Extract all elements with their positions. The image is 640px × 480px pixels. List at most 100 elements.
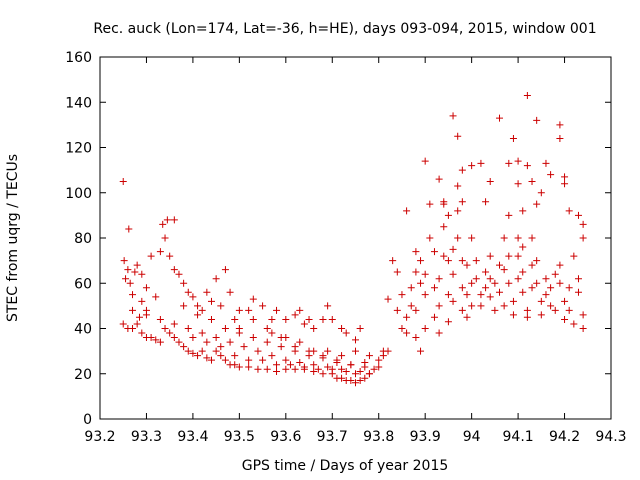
data-point <box>514 180 522 188</box>
data-point <box>189 334 197 342</box>
data-point <box>221 356 229 364</box>
data-point <box>249 315 257 323</box>
data-point <box>561 315 569 323</box>
data-point <box>166 329 174 337</box>
data-point <box>356 325 364 332</box>
data-point <box>533 200 541 208</box>
data-point <box>198 329 206 337</box>
data-point <box>551 306 559 314</box>
data-point <box>421 270 429 278</box>
data-point <box>180 343 188 351</box>
data-point <box>449 270 457 278</box>
data-point <box>352 370 359 378</box>
data-point <box>147 334 155 342</box>
data-point <box>159 220 167 228</box>
data-point <box>407 302 415 310</box>
data-point <box>166 252 174 260</box>
data-point <box>194 311 202 319</box>
data-point <box>226 288 234 296</box>
data-point <box>547 171 555 179</box>
data-point <box>579 325 587 332</box>
data-point <box>156 315 164 323</box>
data-point <box>147 252 155 260</box>
data-point <box>505 252 513 260</box>
data-point <box>296 358 304 366</box>
data-point <box>310 361 318 369</box>
data-point <box>300 363 308 371</box>
data-point <box>505 279 513 287</box>
data-point <box>403 329 411 337</box>
data-point <box>324 302 332 310</box>
data-point <box>523 313 531 321</box>
data-point <box>189 349 197 357</box>
data-point <box>458 257 466 265</box>
data-point <box>444 257 452 265</box>
data-point <box>217 343 225 351</box>
y-tick-label: 140 <box>65 95 92 111</box>
x-tick-label: 93.6 <box>270 429 301 445</box>
data-point <box>440 198 448 206</box>
data-point <box>126 279 134 287</box>
data-point <box>291 311 299 319</box>
data-point <box>184 325 192 332</box>
data-point <box>259 302 267 310</box>
data-point <box>282 315 290 323</box>
data-point <box>537 311 545 319</box>
data-point <box>533 279 541 287</box>
data-point <box>417 279 425 287</box>
data-point <box>133 261 141 269</box>
data-point <box>472 275 480 283</box>
data-point <box>430 248 438 256</box>
data-point <box>421 325 429 332</box>
data-point <box>268 352 276 360</box>
data-point <box>417 257 425 265</box>
x-tick-label: 93.9 <box>410 429 441 445</box>
data-point <box>156 338 164 346</box>
data-point <box>338 374 346 382</box>
x-tick-label: 94.3 <box>595 429 626 445</box>
data-point <box>468 234 476 242</box>
data-point <box>226 338 234 346</box>
data-point <box>486 177 494 185</box>
data-point <box>421 291 429 299</box>
data-point <box>170 266 178 274</box>
data-point <box>207 297 215 305</box>
data-point <box>454 182 462 190</box>
data-point <box>523 162 531 170</box>
data-point <box>212 275 220 283</box>
data-point <box>135 313 143 321</box>
data-point <box>426 200 434 208</box>
data-point <box>458 198 466 206</box>
data-point <box>398 291 406 299</box>
data-point <box>286 361 294 369</box>
data-point <box>129 291 137 299</box>
data-point <box>217 352 225 360</box>
data-point <box>444 318 452 326</box>
data-point <box>398 325 406 332</box>
data-point <box>291 343 299 351</box>
data-point <box>152 293 160 301</box>
data-point <box>221 325 229 332</box>
data-point <box>268 329 276 337</box>
data-point <box>194 302 202 310</box>
data-point <box>245 356 253 364</box>
data-point <box>417 347 425 355</box>
data-point <box>486 293 494 301</box>
data-point <box>533 116 541 124</box>
data-point <box>519 268 527 276</box>
data-point <box>324 347 332 355</box>
data-point <box>407 284 415 292</box>
data-point <box>458 284 466 292</box>
data-point <box>496 288 504 296</box>
data-point <box>523 306 531 314</box>
data-point <box>477 291 485 299</box>
data-point <box>403 313 411 321</box>
data-point <box>412 268 420 276</box>
data-point <box>440 223 448 231</box>
data-point <box>207 315 215 323</box>
data-point <box>231 352 239 360</box>
data-point <box>561 180 569 188</box>
data-point <box>184 288 192 296</box>
data-point <box>254 365 262 373</box>
